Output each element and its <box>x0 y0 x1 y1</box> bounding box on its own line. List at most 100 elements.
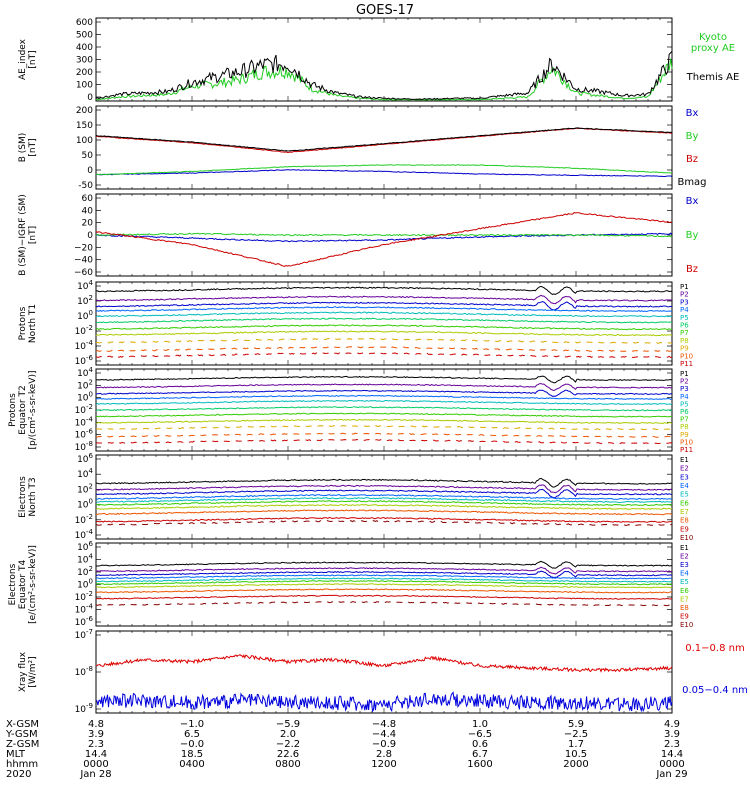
channel-line-e4 <box>95 494 672 500</box>
y-tick-label: 20 <box>82 219 94 229</box>
y-tick-label: -50 <box>78 181 93 191</box>
y-tick-label: 10-2 <box>75 324 93 337</box>
xray-line-long <box>95 653 673 673</box>
channel-line-p2 <box>95 294 672 305</box>
y-tick-label: 300 <box>76 56 93 66</box>
channel-label: P8 <box>680 337 689 345</box>
y-tick-label: 10-9 <box>75 702 93 715</box>
channel-line-e4 <box>95 574 673 580</box>
channel-label: P7 <box>680 416 689 424</box>
axis-row-value: 0400 <box>179 759 204 770</box>
y-tick-label: 10-6 <box>75 428 94 441</box>
y-tick-label: 100 <box>77 309 93 322</box>
channel-line-e3 <box>95 488 673 499</box>
axis-row-value: 4.9 <box>664 719 680 730</box>
axis-row-value: 1200 <box>371 759 396 770</box>
channel-label: E8 <box>680 517 689 525</box>
channel-line-p3 <box>95 301 673 311</box>
y-tick-label: 106 <box>77 452 93 465</box>
channel-label: P6 <box>680 322 689 330</box>
channel-label: E5 <box>680 491 689 499</box>
y-tick-label: 104 <box>77 467 93 480</box>
channel-label: E10 <box>680 534 693 542</box>
channel-label: P1 <box>680 370 689 378</box>
y-tick-label: 0 <box>87 93 93 103</box>
y-tick-label: −40 <box>74 256 93 266</box>
axis-row-value: −0.0 <box>180 739 204 750</box>
axis-row-value: 0000 <box>83 759 108 770</box>
channel-label: P10 <box>680 352 693 360</box>
xray-line-short <box>95 691 673 713</box>
channel-line-p8 <box>95 418 673 424</box>
channel-label: P3 <box>680 385 689 393</box>
panel-bsm: B (SM)[nT] 200 150 100 50 0 -50 Bx By Bz Bmag <box>18 105 707 191</box>
channel-label: P8 <box>680 423 689 431</box>
channel-label: P11 <box>680 360 693 368</box>
legend-entry: Bmag <box>677 177 706 188</box>
channel-label: E9 <box>680 612 689 620</box>
axis-row-value: Jan 28 <box>79 769 111 780</box>
channel-label: P6 <box>680 408 689 416</box>
channel-line-e10 <box>95 520 673 526</box>
axis-row-value: 6.7 <box>472 749 488 760</box>
axis-row-value: 0000 <box>659 759 684 770</box>
y-tick-label: 104 <box>77 553 93 566</box>
legend-entry: Bz <box>686 264 698 275</box>
channel-label: E7 <box>680 595 689 603</box>
y-tick-label: 100 <box>77 498 93 511</box>
series-line-by <box>95 164 673 176</box>
y-tick-label: 10-4 <box>75 528 94 541</box>
panel-xray: Xray flux[W/m²] 10-7 10-8 10-9 0.1−0.8 nm 0.0… <box>18 628 748 715</box>
axis-row-value: 2.3 <box>88 739 104 750</box>
axis-row-label: X-GSM <box>6 719 39 730</box>
channel-label: P5 <box>680 400 689 408</box>
axis-row-value: −0.9 <box>372 739 396 750</box>
y-axis-label: ElectronsNorth T3 <box>18 476 38 518</box>
y-tick-label: 150 <box>76 121 93 131</box>
y-tick-label: 400 <box>76 43 93 53</box>
panel-ae: AE_index[nT] 600 500 400 300 200 100 0 Kyoto prox… <box>18 17 739 103</box>
channel-label: E4 <box>680 482 689 490</box>
channel-label: P2 <box>680 378 689 386</box>
channel-line-e9 <box>95 594 673 600</box>
channel-line-p3 <box>95 389 673 397</box>
channel-label: E7 <box>680 508 689 516</box>
channel-label: E5 <box>680 578 689 586</box>
channel-label: P7 <box>680 329 689 337</box>
series-line-bz <box>95 127 673 154</box>
series-line-bz <box>95 212 673 267</box>
y-tick-label: 100 <box>76 81 93 91</box>
axis-row-value: 3.9 <box>88 729 104 740</box>
y-tick-label: 200 <box>76 106 93 116</box>
legend-entry: By <box>686 131 699 142</box>
y-tick-label: 10-4 <box>75 603 94 616</box>
y-tick-label: −60 <box>74 268 93 278</box>
channel-label: P10 <box>680 438 693 446</box>
axis-row-label: Z-GSM <box>6 739 39 750</box>
channel-line-e9 <box>95 516 673 523</box>
axis-row-value: −2.5 <box>564 729 588 740</box>
axis-row-value: 2.8 <box>376 749 392 760</box>
panel-pt1: ProtonsNorth T1 104 102 100 10-2 10-4 10-6 P1P2… <box>18 279 693 368</box>
axis-row-value: 2.0 <box>280 729 296 740</box>
channel-line-p11 <box>95 352 673 359</box>
channel-line-p7 <box>95 412 673 418</box>
channel-label: E6 <box>680 499 689 507</box>
channel-line-p2 <box>95 383 673 392</box>
plot-title: GOES-17 <box>356 3 414 18</box>
channel-line-p9 <box>95 425 673 431</box>
axis-row-value: Jan 29 <box>655 769 687 780</box>
y-tick-label: 102 <box>77 565 93 578</box>
channel-line-e2 <box>95 566 673 575</box>
channel-label: E10 <box>680 621 693 629</box>
y-tick-label: 10-2 <box>75 513 93 526</box>
y-tick-label: 10-4 <box>75 339 94 352</box>
axis-row-label: MLT <box>6 749 26 760</box>
axis-row-value: 0.6 <box>472 739 488 750</box>
y-axis-label: B (SM)−IGRF (SM)[nT] <box>18 194 38 276</box>
y-tick-label: 102 <box>77 378 93 391</box>
channel-label: P9 <box>680 431 689 439</box>
channel-label: P4 <box>680 393 689 401</box>
channel-line-e6 <box>96 500 673 507</box>
y-tick-label: 40 <box>82 206 94 216</box>
